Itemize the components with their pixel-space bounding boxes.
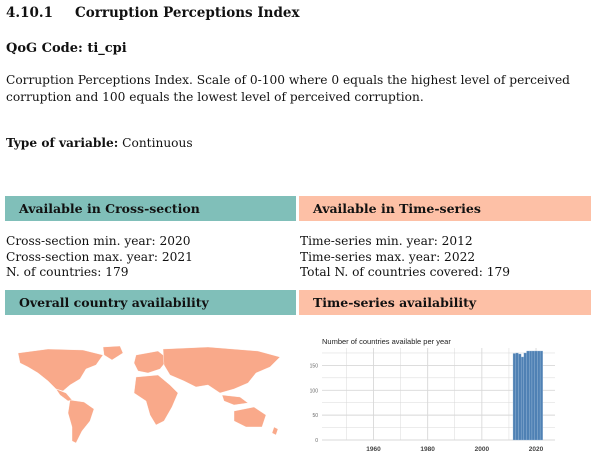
cross-section-header: Available in Cross-section — [5, 196, 296, 221]
central-america — [55, 388, 73, 402]
variable-type: Type of variable: Continuous — [6, 136, 193, 150]
x-tick-label: 2020 — [529, 446, 544, 453]
greenland — [102, 345, 124, 361]
bar — [526, 350, 530, 441]
x-tick-label: 2000 — [475, 446, 490, 453]
y-tick-label: 100 — [310, 388, 319, 394]
bar — [537, 350, 541, 441]
bar — [529, 350, 533, 441]
australia — [233, 406, 267, 428]
bar — [531, 350, 535, 441]
y-tick-label: 0 — [315, 438, 318, 444]
new-zealand — [271, 426, 279, 436]
chart-title: Number of countries available per year — [322, 337, 451, 346]
southeast-asia — [221, 394, 249, 406]
africa — [133, 374, 179, 426]
x-tick-label: 1960 — [366, 446, 381, 453]
south-america — [67, 399, 95, 444]
europe — [133, 350, 169, 374]
ts-availability-header: Time-series availability — [299, 290, 591, 315]
world-map — [17, 345, 281, 444]
qog-code: QoG Code: ti_cpi — [6, 41, 127, 56]
asia — [162, 346, 281, 394]
bar — [523, 352, 527, 441]
north-america — [17, 348, 104, 392]
time-series-chart: Number of countries available per year 0… — [310, 337, 555, 453]
bar — [520, 356, 524, 441]
bar — [515, 352, 519, 441]
y-tick-label: 50 — [312, 413, 318, 419]
time-series-stats: Time-series min. year: 2012 Time-series … — [300, 234, 510, 279]
section-heading: 4.10.1 Corruption Perceptions Index — [6, 5, 300, 21]
bar — [539, 350, 543, 441]
map-header: Overall country availability — [5, 290, 296, 315]
bar — [518, 353, 522, 441]
description: Corruption Perceptions Index. Scale of 0… — [6, 73, 570, 104]
bar — [512, 353, 516, 441]
bar — [534, 350, 538, 441]
cross-section-stats: Cross-section min. year: 2020 Cross-sect… — [6, 234, 193, 279]
x-tick-label: 1980 — [420, 446, 435, 453]
y-tick-label: 150 — [310, 363, 319, 369]
time-series-header: Available in Time-series — [299, 196, 591, 221]
